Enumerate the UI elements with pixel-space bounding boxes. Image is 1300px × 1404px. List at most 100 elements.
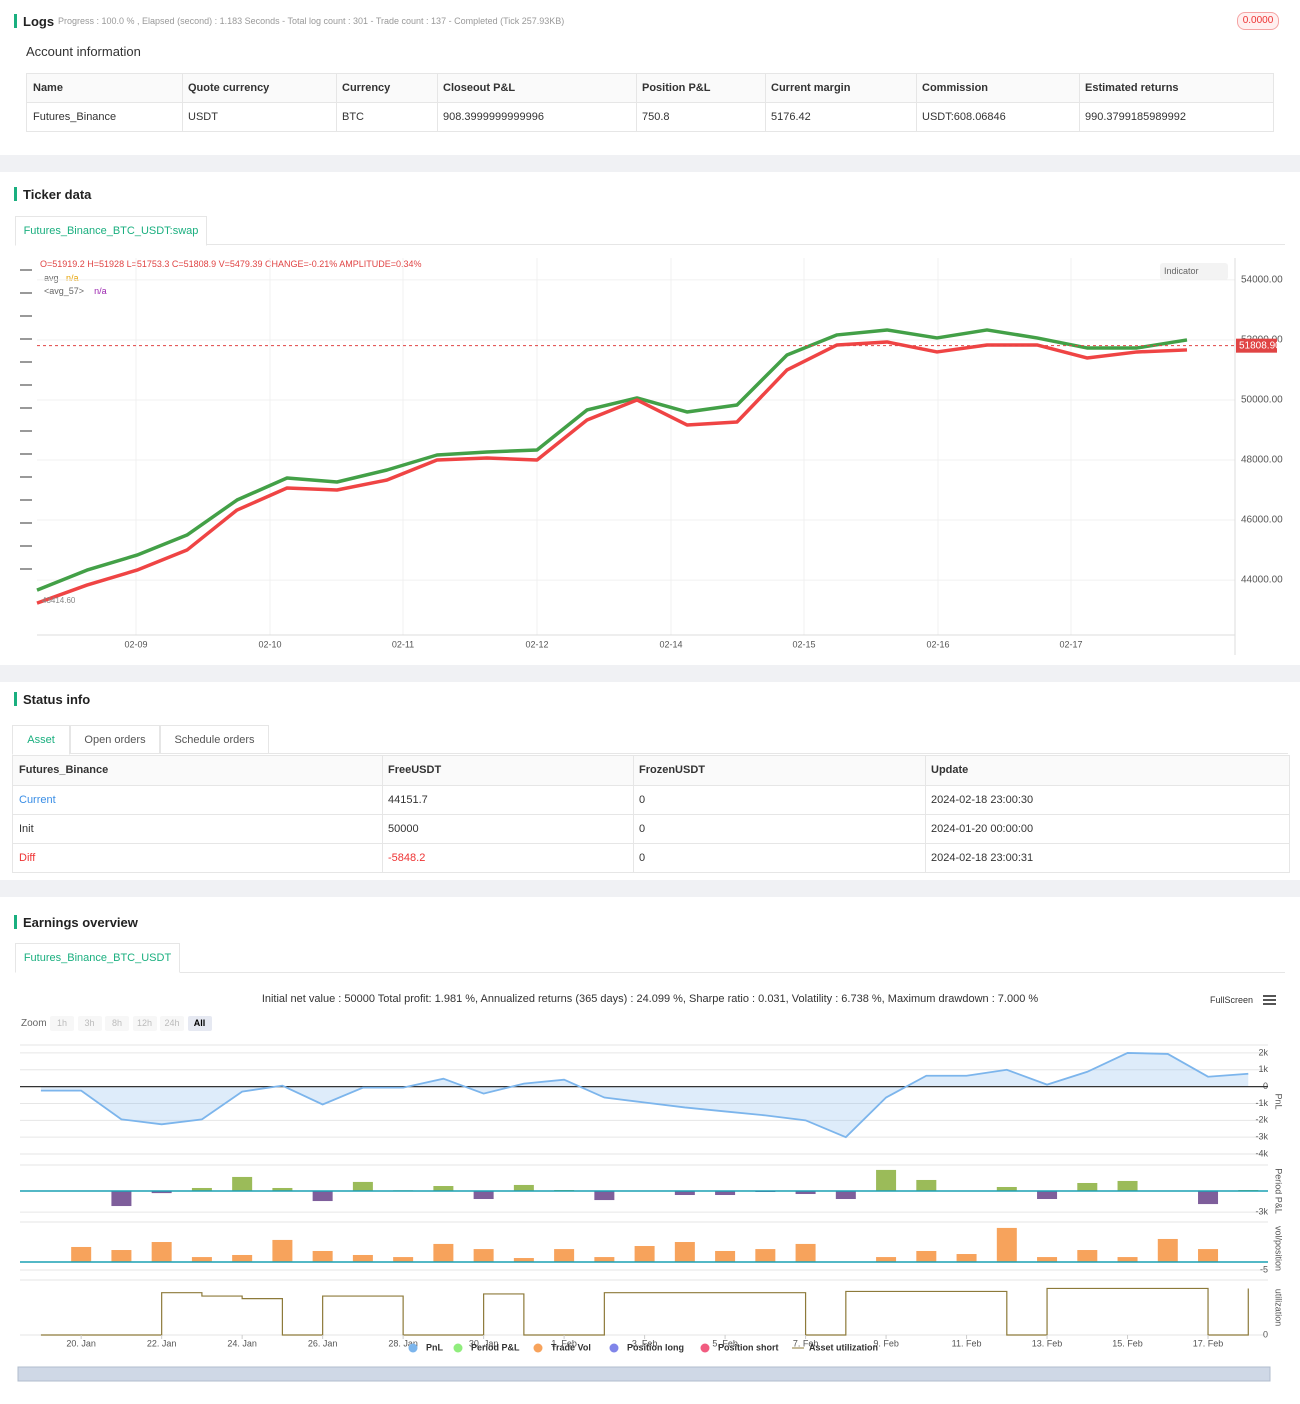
legend-name: <avg_57> (44, 286, 85, 296)
table-row: Current 44151.7 0 2024-02-18 23:00:30 (13, 785, 1289, 815)
legend-name: avg (44, 273, 59, 283)
logs-title: Logs (23, 14, 55, 29)
status-tab[interactable]: Open orders (70, 725, 160, 754)
table-row: Diff -5848.2 0 2024-02-18 23:00:31 (13, 843, 1289, 873)
header-cell: Quote currency (188, 82, 270, 94)
header-row: Name Quote currency Currency Closeout P&L Po… (27, 74, 1273, 102)
ticker-panel: Ticker data Futures_Binance_BTC_USDT:swa… (0, 172, 1300, 665)
earnings-tab[interactable]: Futures_Binance_BTC_USDT (15, 943, 180, 973)
status-tab[interactable]: Schedule orders (160, 725, 269, 754)
col-sep (1079, 74, 1080, 102)
zoom-button[interactable]: 3h (77, 1016, 102, 1031)
table-cell: 0 (639, 852, 646, 864)
col-sep (437, 74, 438, 102)
status-table: Futures_Binance FreeUSDT FrozenUSDT Update C… (12, 755, 1290, 873)
header-cell: Position P&L (642, 82, 711, 94)
table-cell: 750.8 (642, 111, 670, 123)
table-cell: 908.3999999999996 (443, 111, 544, 123)
table-cell: Current (19, 794, 56, 806)
earnings-panel: Earnings overview Futures_Binance_BTC_US… (0, 897, 1300, 1404)
col-sep (437, 103, 438, 131)
col-sep (765, 103, 766, 131)
zoom-button[interactable]: 24h (160, 1016, 184, 1031)
table-cell: 2024-01-20 00:00:00 (931, 823, 1034, 835)
col-sep (182, 103, 183, 131)
badge: 0.0000 (1237, 12, 1279, 30)
zoom-button[interactable]: All (187, 1016, 212, 1031)
legend-value: n/a (94, 286, 107, 296)
progress: Progress : 100.0 % , Elapsed (second) : … (58, 16, 565, 26)
table-cell: 2024-02-18 23:00:31 (931, 852, 1034, 864)
table-cell: Futures_Binance (33, 111, 117, 123)
indicator-button[interactable]: Indicator (1160, 263, 1228, 280)
header-cell: FreeUSDT (388, 764, 442, 776)
col-sep (382, 815, 383, 844)
header-cell: Estimated returns (1085, 82, 1179, 94)
ticker-tab[interactable]: Futures_Binance_BTC_USDT:swap (15, 216, 207, 246)
table-cell: 50000 (388, 823, 419, 835)
table-row: Futures_Binance USDT BTC 908.3999999999996 7… (27, 102, 1273, 131)
accent (14, 915, 17, 929)
col-sep (633, 815, 634, 844)
tab-bar (15, 216, 1285, 245)
header-cell: Closeout P&L (443, 82, 516, 94)
table-cell: USDT:608.06846 (922, 111, 1006, 123)
legend-avg57: <avg_57> n/a (44, 286, 107, 296)
table-cell: Diff (19, 852, 36, 864)
col-sep (916, 103, 917, 131)
col-sep (382, 844, 383, 873)
tab-line (12, 753, 1288, 754)
ticker-title: Ticker data (23, 187, 92, 202)
table-cell: BTC (342, 111, 364, 123)
col-sep (336, 103, 337, 131)
menu-icon[interactable] (1263, 995, 1276, 997)
col-sep (765, 74, 766, 102)
header-cell: Commission (922, 82, 989, 94)
zoom-button[interactable]: 12h (132, 1016, 157, 1031)
table-row: Init 50000 0 2024-01-20 00:00:00 (13, 814, 1289, 844)
header-cell: Futures_Binance (19, 764, 109, 776)
zoom-button[interactable]: 1h (50, 1016, 74, 1031)
legend-value: n/a (66, 273, 79, 283)
header-row: Futures_Binance FreeUSDT FrozenUSDT Update (13, 756, 1289, 785)
summary: Initial net value : 50000 Total profit: … (261, 993, 1039, 1005)
table-cell: 0 (639, 823, 646, 835)
status-tab[interactable]: Asset (12, 725, 70, 755)
col-sep (633, 756, 634, 785)
col-sep (916, 74, 917, 102)
zoom-button[interactable]: 8h (105, 1016, 129, 1031)
zoom-label: Zoom (21, 1018, 47, 1029)
status-panel: Status info Asset Open orders Schedule ord… (0, 682, 1300, 880)
account-title: Account information (26, 44, 141, 59)
table-cell: 990.3799185989992 (1085, 111, 1186, 123)
col-sep (1079, 103, 1080, 131)
table-cell: USDT (188, 111, 218, 123)
fullscreen[interactable]: FullScreen (1210, 995, 1254, 1005)
accent (14, 187, 17, 201)
col-sep (382, 756, 383, 785)
col-sep (925, 844, 926, 873)
accent (14, 692, 17, 706)
header-cell: Current margin (771, 82, 851, 94)
ohlc: O=51919.2 H=51928 L=51753.3 C=51808.9 V=… (40, 259, 422, 269)
col-sep (925, 756, 926, 785)
table-cell: 2024-02-18 23:00:30 (931, 794, 1034, 806)
table-cell: Init (19, 823, 34, 835)
header-cell: Name (33, 82, 63, 94)
col-sep (925, 786, 926, 815)
col-sep (633, 844, 634, 873)
col-sep (633, 786, 634, 815)
accent (14, 14, 17, 28)
status-title: Status info (23, 692, 91, 707)
col-sep (336, 74, 337, 102)
earnings-title: Earnings overview (23, 915, 138, 930)
tab-bar (15, 943, 1285, 973)
header-cell: Currency (342, 82, 391, 94)
col-sep (382, 786, 383, 815)
header-cell: FrozenUSDT (639, 764, 705, 776)
table-cell: 0 (639, 794, 646, 806)
col-sep (636, 103, 637, 131)
header-cell: Update (931, 764, 969, 776)
